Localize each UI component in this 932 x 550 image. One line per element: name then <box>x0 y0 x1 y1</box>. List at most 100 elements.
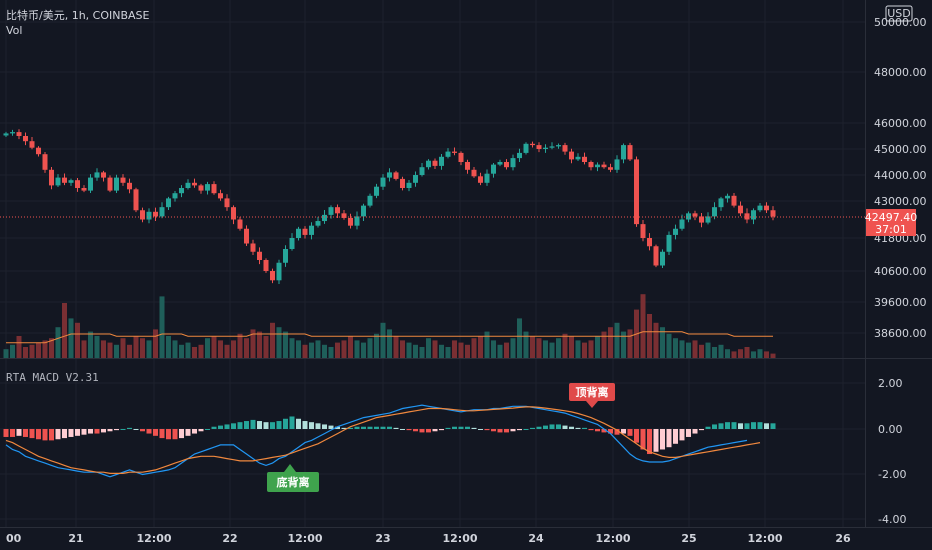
macd-histogram-bar <box>530 427 535 429</box>
volume-bar <box>471 338 477 358</box>
candle-body <box>231 207 236 220</box>
currency-badge[interactable] <box>885 5 913 22</box>
volume-bar <box>296 340 301 358</box>
candle-body <box>237 219 243 229</box>
candle-body <box>660 251 665 266</box>
volume-bar <box>23 347 28 358</box>
macd-histogram-bar <box>673 429 678 444</box>
candle-body <box>16 132 22 136</box>
macd-histogram-bar <box>322 424 327 429</box>
candle-body <box>387 172 392 178</box>
macd-histogram-bar <box>276 421 282 429</box>
macd-histogram-bar <box>328 425 334 429</box>
volume-bar <box>172 340 178 358</box>
volume-bar <box>562 333 568 358</box>
macd-histogram-bar <box>400 429 405 430</box>
candle-body <box>49 169 54 186</box>
bottom-divergence-label: 底背离 <box>277 475 310 489</box>
time-tick-label: 24 <box>528 532 544 545</box>
volume-bar <box>614 322 620 358</box>
macd-histogram-bar <box>484 429 490 431</box>
time-tick-label: 12:00 <box>287 532 322 545</box>
candle-body <box>374 186 379 196</box>
macd-histogram-bar <box>211 426 217 429</box>
candle-body <box>367 195 373 206</box>
macd-histogram-bar <box>445 427 451 429</box>
volume-bar <box>250 329 256 358</box>
time-tick-label: 21 <box>68 532 83 545</box>
macd-histogram-bar <box>731 422 737 429</box>
candle-body <box>335 207 340 214</box>
volume-bar <box>478 336 483 358</box>
macd-histogram <box>3 416 776 455</box>
candle-body <box>413 175 418 183</box>
time-tick-label: 23 <box>375 532 390 545</box>
candle-body <box>738 205 743 214</box>
macd-histogram-bar <box>640 429 646 450</box>
candle-body <box>250 243 256 252</box>
macd-histogram-bar <box>218 425 223 429</box>
macd-histogram-bar <box>588 429 594 431</box>
candle-body <box>94 172 100 178</box>
macd-histogram-bar <box>426 429 431 433</box>
volume-bar <box>387 329 392 358</box>
candle-body <box>744 213 750 220</box>
candle-body <box>88 177 93 191</box>
macd-histogram-bar <box>679 429 685 441</box>
time-axis[interactable]: 00 21 12:00 22 12:00 23 12:00 24 12:00 25 12:00 26 <box>6 532 851 545</box>
candle-body <box>393 172 399 179</box>
macd-histogram-bar <box>94 429 100 434</box>
macd-histogram-bar <box>705 426 711 429</box>
volume-bar <box>549 342 555 358</box>
macd-histogram-bar <box>478 429 483 430</box>
macd-histogram-bar <box>120 429 126 430</box>
macd-histogram-bar <box>140 429 145 432</box>
macd-histogram-bar <box>237 422 243 429</box>
macd-histogram-bar <box>257 421 262 429</box>
candle-body <box>699 216 704 223</box>
price-tick-label: 50000.00 <box>874 16 927 29</box>
volume-bar <box>705 342 711 358</box>
indicator-title: RTA MACD V2.31 <box>6 371 99 384</box>
volume-bar <box>159 296 165 358</box>
volume-bar <box>101 340 106 358</box>
candle-body <box>140 210 145 220</box>
volume-bar <box>81 340 87 358</box>
macd-histogram-bar <box>296 418 301 429</box>
volume-bar <box>348 336 353 358</box>
volume-bar <box>530 336 535 358</box>
volume-bar <box>94 336 100 358</box>
candle-body <box>133 189 139 211</box>
macd-axis[interactable]: 2.00 0.00 -2.00 -4.00 <box>878 377 906 526</box>
currency-label: USD <box>887 7 911 20</box>
price-tick-label: 45000.00 <box>874 143 927 156</box>
macd-histogram-bar <box>101 429 106 433</box>
price-axis[interactable]: 50000.00 48000.00 46000.00 45000.00 44000.00… <box>874 16 927 340</box>
price-tick-label: 43000.00 <box>874 195 927 208</box>
volume-bar <box>367 338 373 358</box>
candle-body <box>432 160 438 166</box>
volume-bar <box>491 340 496 358</box>
macd-histogram-bar <box>107 429 113 432</box>
volume-bar <box>556 338 561 358</box>
candle-body <box>595 164 600 168</box>
volume-bar <box>627 329 633 358</box>
volume-bar <box>452 340 457 358</box>
volume-bar <box>224 344 230 358</box>
candle-body <box>647 238 652 247</box>
candle-body <box>582 156 587 162</box>
macd-histogram-bar <box>315 423 321 429</box>
time-tick-label: 12:00 <box>136 532 171 545</box>
macd-histogram-bar <box>380 426 386 429</box>
volume-bar <box>302 344 308 358</box>
macd-histogram-bar <box>608 429 613 434</box>
volume-bar <box>114 344 119 358</box>
macd-histogram-bar <box>374 426 379 429</box>
time-tick-label: 12:00 <box>442 532 477 545</box>
candle-body <box>686 213 691 220</box>
volume-bar <box>276 327 282 358</box>
candle-body <box>263 260 269 271</box>
candlestick-series[interactable] <box>3 129 776 285</box>
